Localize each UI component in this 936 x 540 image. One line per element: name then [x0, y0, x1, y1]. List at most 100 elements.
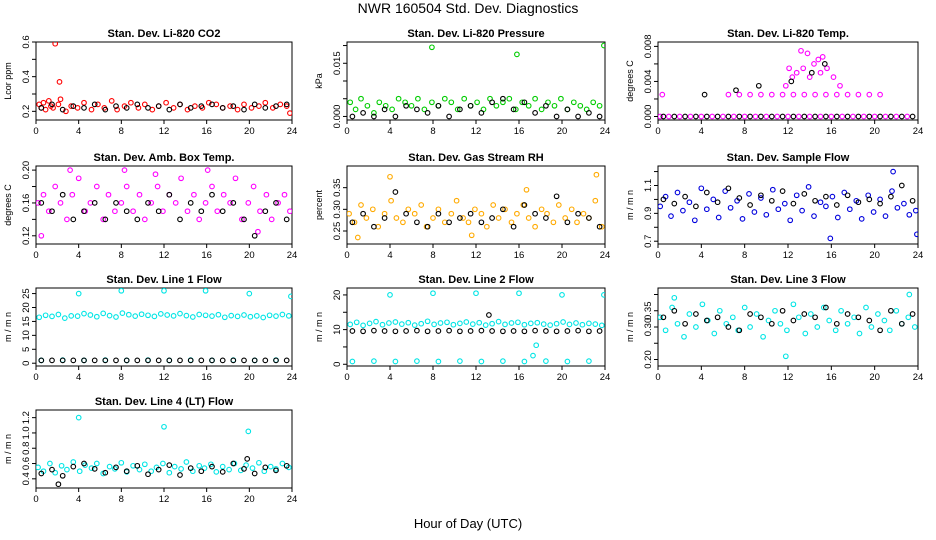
data-point: [87, 312, 94, 318]
data-point: [779, 113, 786, 120]
data-point: [468, 232, 475, 239]
data-point: [40, 99, 47, 106]
data-point: [64, 216, 70, 223]
data-point: [806, 74, 813, 80]
data-point: [134, 462, 141, 469]
data-point: [177, 216, 183, 223]
data-point: [693, 203, 699, 210]
data-point: [102, 357, 109, 364]
data-point: [69, 191, 76, 198]
data-point: [800, 65, 807, 72]
x-tick-label: 12: [159, 250, 170, 261]
data-point: [70, 216, 77, 223]
data-point: [560, 319, 566, 325]
data-point: [665, 113, 672, 120]
x-tick-label: 24: [600, 126, 611, 137]
data-point: [779, 188, 786, 194]
data-point: [747, 311, 753, 317]
panel-title: Stan. Dev. Li-820 CO2: [108, 28, 221, 40]
data-point: [74, 313, 81, 319]
data-point: [476, 319, 483, 326]
data-point: [95, 101, 101, 108]
x-tick-label: 24: [600, 372, 611, 383]
panel-title: Stan. Dev. Amb. Box Temp.: [94, 152, 235, 164]
data-point: [93, 313, 100, 320]
data-point: [360, 110, 366, 116]
y-tick-label: 15: [21, 316, 32, 327]
data-point: [379, 321, 386, 328]
data-point: [268, 216, 275, 223]
data-point: [596, 223, 603, 230]
data-point: [805, 184, 812, 190]
data-point: [547, 322, 554, 328]
data-point: [187, 465, 194, 471]
data-points: [36, 288, 292, 364]
data-point: [414, 219, 420, 226]
data-point: [882, 113, 889, 120]
x-tick-label: 24: [913, 372, 924, 383]
data-points: [347, 290, 605, 365]
data-point: [551, 102, 558, 109]
data-point: [877, 113, 883, 120]
data-point: [833, 202, 840, 208]
data-point: [525, 215, 532, 221]
data-point: [516, 290, 522, 297]
data-point: [586, 328, 592, 335]
data-point: [812, 113, 818, 120]
data-point: [415, 95, 421, 102]
data-point: [586, 110, 592, 116]
data-point: [478, 110, 485, 116]
data-point: [795, 113, 802, 120]
data-point: [61, 315, 68, 321]
data-point: [424, 318, 431, 325]
data-point: [823, 91, 829, 98]
data-point: [196, 462, 203, 469]
plot-frame: [35, 287, 293, 367]
data-points: [36, 414, 292, 488]
data-point: [601, 292, 605, 298]
panel-5: Stan. Dev. Gas Stream RH 0 4 8 12 16 20 24 0.25 0…: [314, 152, 610, 261]
data-point: [56, 79, 63, 85]
data-point: [795, 314, 802, 321]
x-tick-label: 4: [76, 126, 81, 137]
data-point: [577, 102, 584, 109]
data-point: [241, 466, 247, 472]
data-point: [166, 106, 173, 113]
plot-frame: [346, 165, 606, 245]
data-point: [220, 191, 227, 198]
data-point: [500, 99, 506, 106]
data-point: [807, 311, 814, 317]
data-point: [768, 197, 775, 204]
data-point: [141, 216, 148, 223]
data-point: [901, 200, 907, 207]
y-tick-label: 25: [21, 288, 32, 299]
data-point: [386, 320, 392, 326]
data-point: [198, 357, 205, 364]
data-point: [543, 328, 549, 334]
data-point: [812, 314, 818, 321]
data-point: [36, 200, 41, 206]
data-point: [393, 215, 400, 221]
data-point: [91, 357, 98, 364]
data-point: [389, 106, 395, 113]
data-point: [157, 311, 164, 317]
data-point: [262, 99, 269, 106]
data-point: [256, 459, 262, 466]
data-point: [758, 91, 764, 98]
x-tick-label: 20: [869, 250, 880, 261]
data-point: [844, 91, 851, 98]
data-point: [844, 113, 851, 120]
data-point: [387, 173, 393, 180]
x-tick-label: 12: [783, 126, 794, 137]
data-point: [364, 102, 371, 109]
data-point: [839, 113, 846, 120]
data-point: [538, 106, 545, 113]
data-point: [38, 200, 45, 206]
data-point: [833, 320, 840, 327]
data-point: [177, 101, 183, 108]
data-point: [196, 216, 203, 223]
data-point: [906, 291, 913, 298]
data-point: [699, 301, 706, 308]
